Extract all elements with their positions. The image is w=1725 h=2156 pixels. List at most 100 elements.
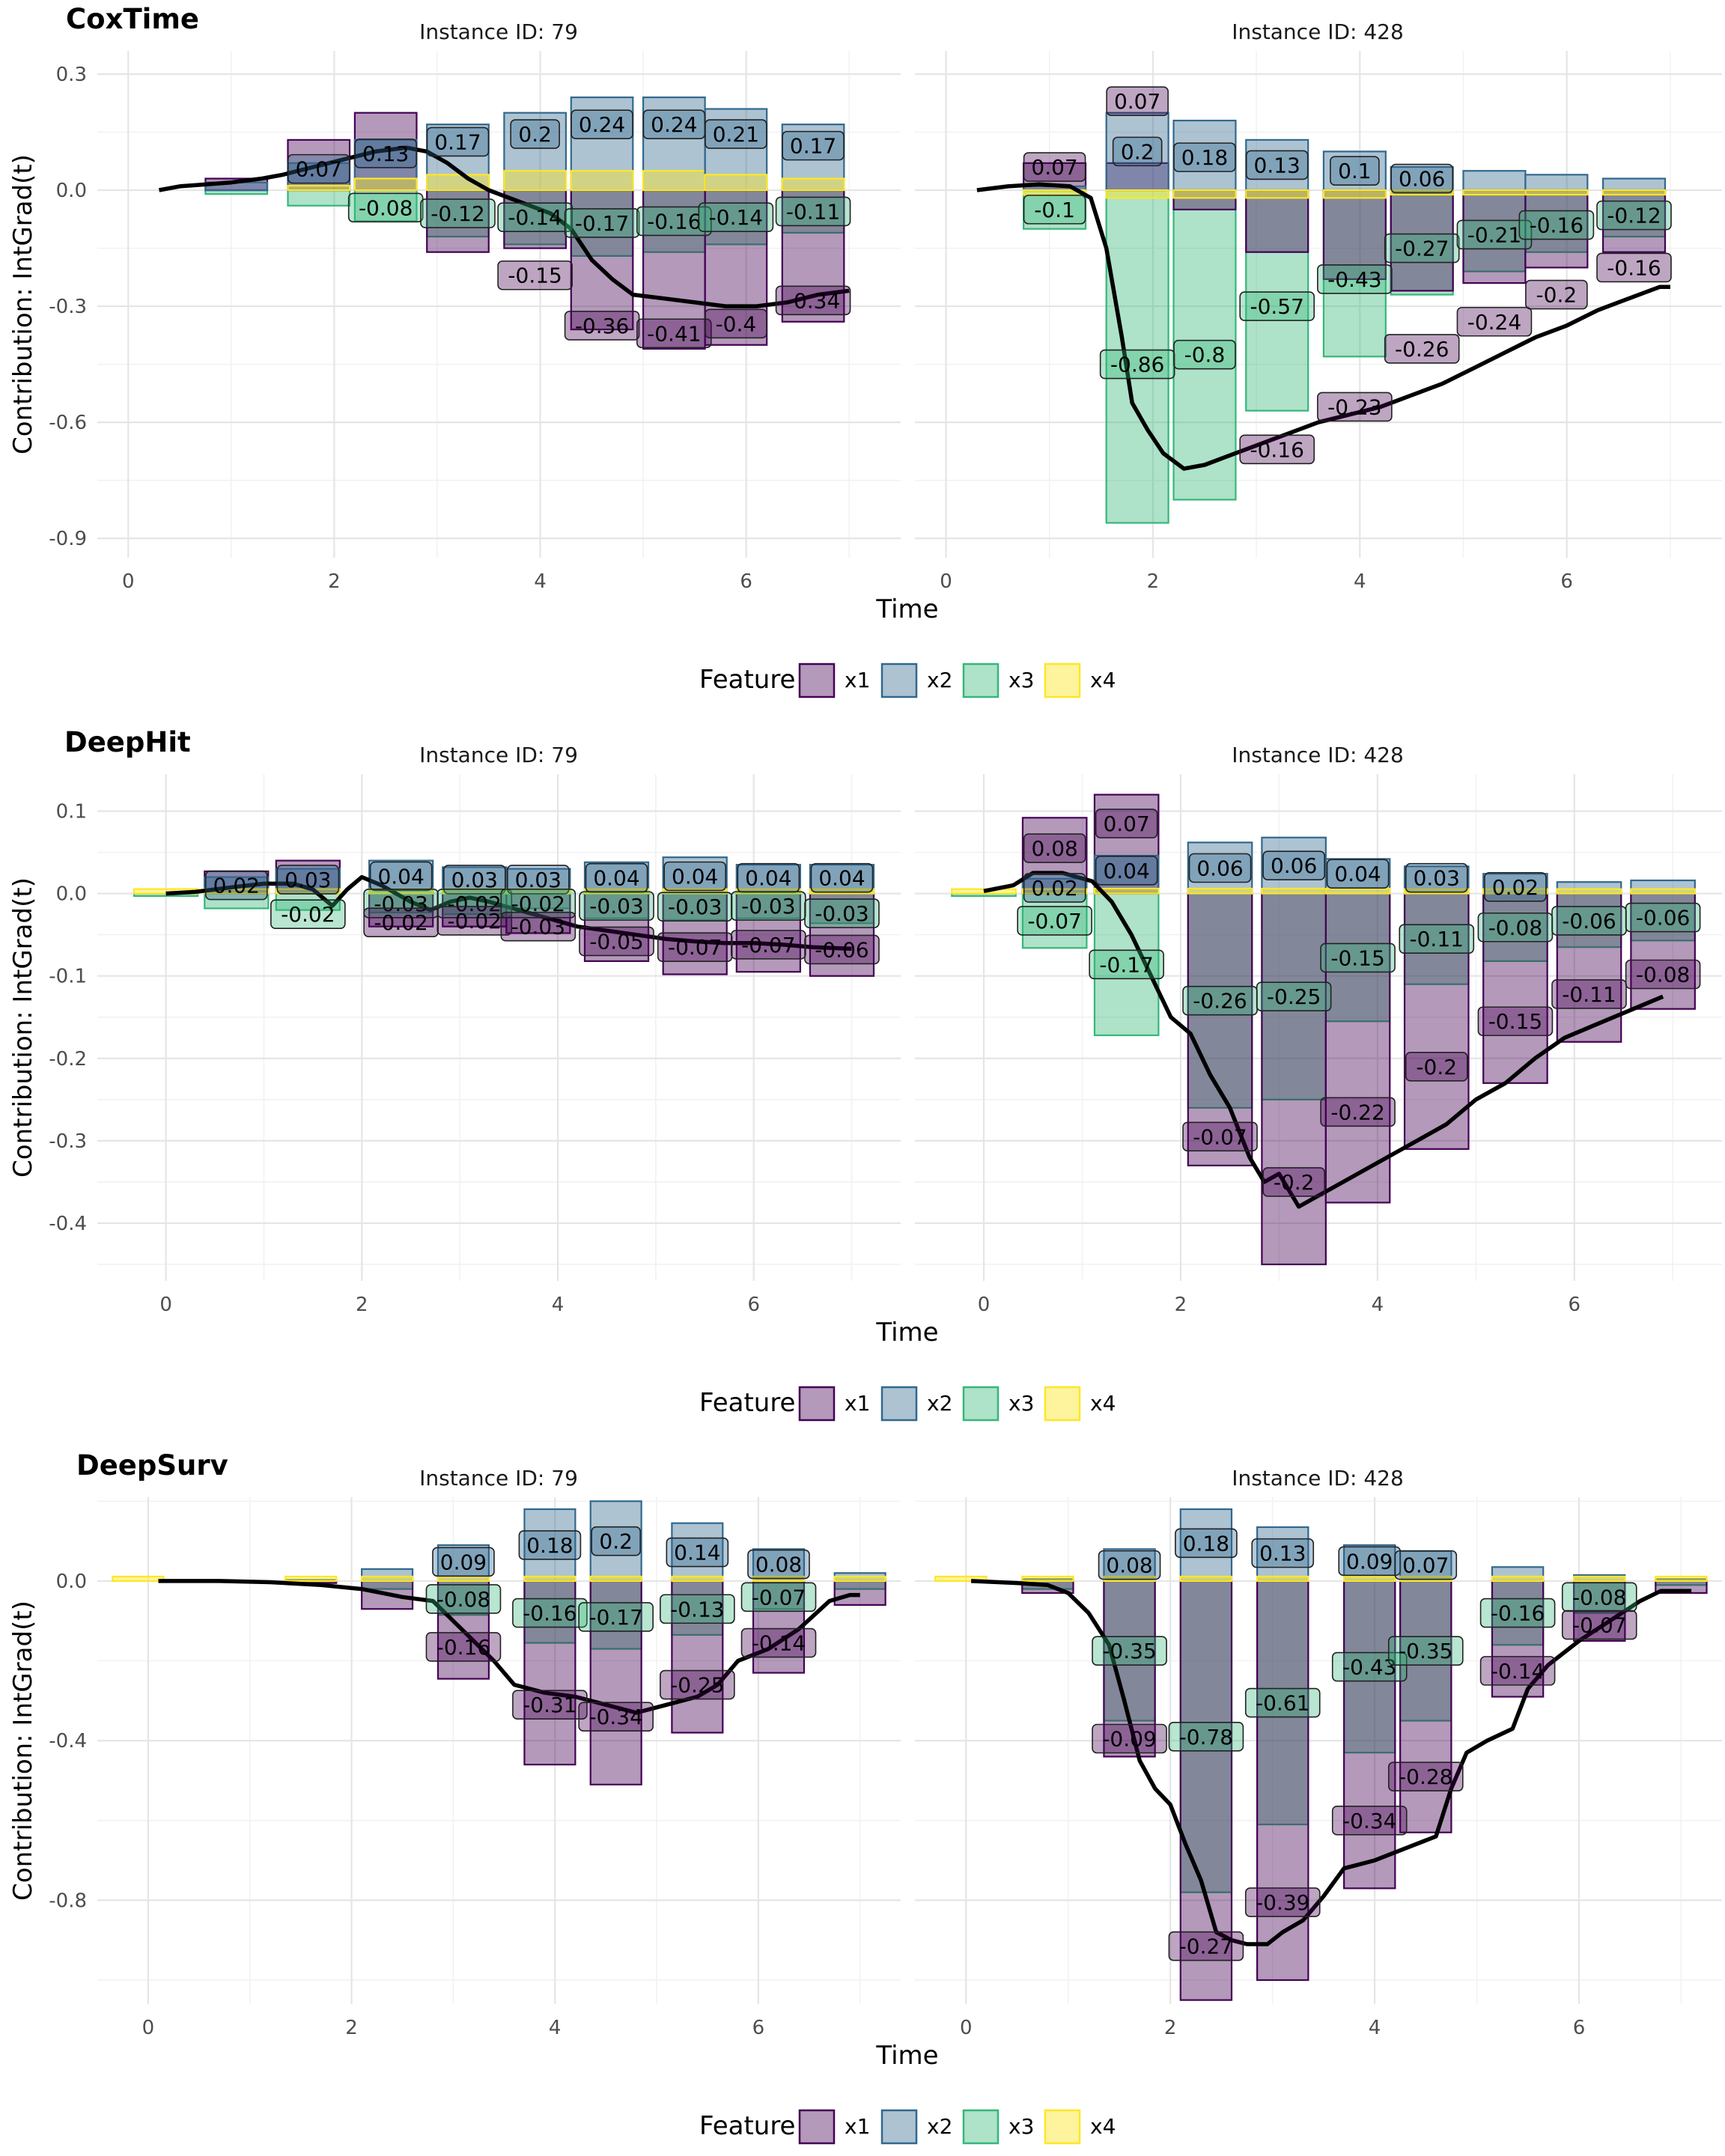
legend-key-x4: [1044, 1386, 1081, 1422]
bar-x1: [368, 892, 434, 928]
y-tick-label: -0.2: [49, 1048, 87, 1071]
value-label: -0.16: [1239, 434, 1315, 465]
x-tick-label: 0: [159, 1294, 172, 1316]
value-label-text: 0.21: [713, 122, 759, 147]
value-label-text: 0.2: [518, 122, 552, 147]
y-tick-label: 0.0: [56, 883, 87, 906]
y-tick-label: -0.4: [49, 1213, 87, 1235]
value-label: 0.2: [510, 119, 560, 149]
value-label-text: -0.22: [1330, 1100, 1384, 1124]
value-label-box: [436, 906, 513, 936]
value-label: -0.27: [1384, 233, 1460, 264]
value-label-box: [276, 865, 340, 895]
x-tick-label: 4: [534, 570, 547, 593]
series-line: [976, 182, 1670, 471]
bar-x3: [1324, 892, 1391, 1023]
value-label-text: -0.14: [1491, 1659, 1545, 1684]
value-label-text: 0.1: [1338, 159, 1372, 183]
value-label-box: [1625, 902, 1701, 933]
value-label-box: [1023, 195, 1086, 225]
value-label-box: [1551, 979, 1627, 1009]
bar-x4: [1021, 888, 1088, 895]
bar-x4: [1093, 887, 1160, 895]
value-label-box: [1188, 853, 1252, 883]
value-label-box: [497, 260, 573, 290]
value-label: -0.08: [347, 192, 424, 223]
value-label-text: -0.03: [589, 894, 643, 919]
value-label: -0.15: [497, 260, 573, 290]
value-label: -0.16: [1479, 1598, 1556, 1628]
value-label: -0.11: [775, 196, 851, 227]
value-label-box: [1405, 1051, 1468, 1082]
bar-x4: [426, 174, 490, 192]
bar-x1: [1261, 892, 1327, 1266]
bar-x2: [671, 1522, 724, 1583]
value-label: 0.06: [1390, 163, 1454, 194]
bar-x2: [1103, 1548, 1156, 1583]
value-label-box: [1262, 1167, 1325, 1197]
y-tick-label: 0.0: [56, 180, 87, 202]
value-label: 0.03: [442, 865, 506, 895]
value-label-box: [1330, 156, 1380, 186]
value-label-box: [426, 127, 490, 157]
value-label-text: -0.08: [1488, 916, 1542, 940]
value-label: 0.08: [1023, 833, 1086, 863]
legend-key-x2: [880, 663, 918, 698]
value-label-box: [1387, 1761, 1464, 1791]
y-tick-label: 0.0: [56, 1571, 87, 1593]
y-axis-title: Contribution: IntGrad(t): [8, 1601, 38, 1901]
bar-x2: [1105, 112, 1169, 192]
value-label-text: -0.08: [1636, 962, 1690, 987]
value-label-box: [507, 865, 570, 895]
x-tick-label: 6: [1573, 2017, 1586, 2039]
bar-x2: [1462, 170, 1527, 192]
x-tick-label: 2: [356, 1294, 368, 1316]
value-label-text: 0.07: [296, 157, 342, 182]
bar-x4: [1179, 1575, 1233, 1583]
value-label: 0.02: [1484, 872, 1547, 902]
value-label-box: [578, 1602, 654, 1632]
value-label-text: -0.16: [647, 209, 701, 234]
value-label-text: -0.86: [1110, 353, 1164, 377]
value-label-text: 0.06: [1399, 167, 1445, 192]
value-label: 0.1: [1330, 156, 1380, 186]
value-label-text: -0.25: [670, 1673, 724, 1698]
value-label: -0.43: [1331, 1651, 1408, 1682]
value-label-box: [564, 208, 640, 238]
legend-title: Feature: [699, 1388, 795, 1418]
value-label-text: -0.24: [1467, 310, 1521, 335]
x-tick-label: 0: [142, 2017, 155, 2039]
bar-x1: [1187, 892, 1253, 1166]
value-label-box: [1092, 1636, 1167, 1666]
value-label-text: -0.11: [1410, 927, 1464, 951]
value-label-text: -0.17: [588, 1605, 642, 1630]
value-label-box: [1525, 279, 1588, 310]
value-label-box: [1168, 1931, 1244, 1961]
y-tick-label: -0.3: [49, 296, 87, 318]
x-tick-label: 0: [122, 570, 135, 593]
value-label-text: -0.17: [575, 211, 629, 236]
legend-label-x4: x4: [1090, 668, 1116, 692]
value-label: -0.02: [363, 907, 439, 937]
value-label-text: -0.2: [1536, 283, 1578, 308]
value-label: -0.08: [1561, 1582, 1637, 1613]
value-label-text: -0.2: [1416, 1055, 1457, 1079]
value-label-box: [698, 202, 774, 233]
bar-x3: [1630, 892, 1696, 942]
value-label-box: [1387, 1636, 1464, 1666]
value-label: -0.27: [1168, 1931, 1244, 1961]
value-label-box: [1338, 1546, 1402, 1577]
value-label: -0.43: [1317, 264, 1393, 294]
value-label: -0.61: [1244, 1687, 1321, 1718]
value-label-text: -0.61: [1256, 1691, 1309, 1716]
value-label-text: -0.12: [1607, 204, 1661, 228]
bar-x2: [1601, 177, 1667, 192]
bar-x1: [523, 1580, 576, 1766]
x-tick-label: 2: [1164, 2017, 1177, 2039]
panel-2: Instance ID: 428 0 2 4 6 0.08 0.02 -0.07 0.07 0.0…: [915, 743, 1722, 1316]
bar-x1: [1256, 1580, 1309, 1982]
bar-x3: [1390, 189, 1454, 296]
value-label: -0.07: [1561, 1610, 1637, 1640]
bar-x1: [1399, 1580, 1452, 1833]
bar-x4: [285, 1575, 338, 1583]
